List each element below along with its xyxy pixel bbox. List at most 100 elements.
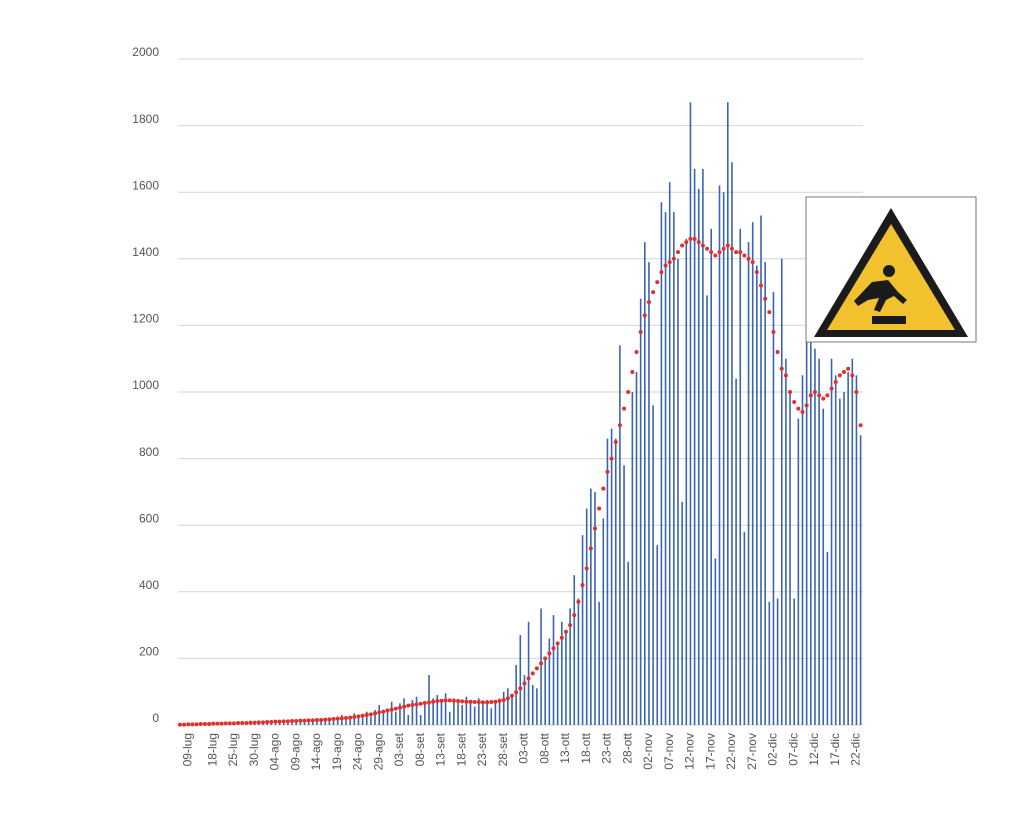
bar — [441, 702, 443, 725]
trend-dot — [224, 721, 228, 725]
trend-dot — [676, 250, 680, 254]
trend-dot — [647, 300, 651, 304]
x-tick-label: 30-lug — [247, 733, 261, 766]
trend-dot — [410, 703, 414, 707]
trend-dot — [817, 393, 821, 397]
bar — [627, 562, 629, 725]
y-tick-label: 200 — [139, 645, 159, 659]
x-tick-label: 28-set — [496, 732, 510, 766]
bar — [690, 102, 692, 725]
bar — [395, 712, 397, 725]
bar — [445, 693, 447, 725]
bar — [490, 708, 492, 725]
bar — [752, 222, 754, 725]
trend-dot — [203, 722, 207, 726]
trend-dot — [481, 700, 485, 704]
trend-dot — [435, 699, 439, 703]
bar — [495, 702, 497, 725]
x-tick-label: 08-ott — [537, 732, 551, 763]
trend-dot — [369, 712, 373, 716]
bar — [470, 702, 472, 725]
bar — [615, 439, 617, 725]
trend-dot — [771, 330, 775, 334]
trend-dot — [178, 723, 182, 727]
trend-dot — [402, 705, 406, 709]
y-tick-label: 1400 — [132, 245, 159, 259]
trend-dot — [605, 470, 609, 474]
trend-dot — [253, 721, 257, 725]
x-tick-label: 13-ott — [558, 732, 572, 763]
y-tick-label: 600 — [139, 511, 159, 525]
x-tick-label: 22-dic — [849, 733, 863, 766]
trend-dot — [552, 646, 556, 650]
bar — [607, 439, 609, 725]
trend-dot — [568, 623, 572, 627]
y-tick-label: 1600 — [132, 178, 159, 192]
trend-dot — [489, 700, 493, 704]
bar — [735, 379, 737, 725]
bar — [507, 688, 509, 725]
bar — [852, 359, 854, 725]
bar — [636, 372, 638, 725]
bar — [739, 229, 741, 725]
trend-dot — [448, 698, 452, 702]
trend-dot — [361, 714, 365, 718]
trend-dot — [581, 583, 585, 587]
trend-dot — [668, 260, 672, 264]
trend-dot — [340, 716, 344, 720]
trend-dot — [539, 661, 543, 665]
bar — [706, 295, 708, 725]
trend-dot — [614, 440, 618, 444]
bar — [540, 608, 542, 725]
trend-dot — [427, 700, 431, 704]
bar — [416, 697, 418, 725]
bar — [640, 299, 642, 725]
trend-dot — [240, 721, 244, 725]
trend-dot — [228, 721, 232, 725]
trend-dot — [323, 718, 327, 722]
x-tick-label: 28-ott — [620, 732, 634, 763]
trend-dot — [195, 722, 199, 726]
bar — [598, 602, 600, 725]
x-tick-label: 13-set — [434, 732, 448, 766]
bar — [661, 202, 663, 725]
bar — [814, 349, 816, 725]
bar — [731, 162, 733, 725]
trend-dot — [311, 718, 315, 722]
x-tick-label: 22-nov — [724, 733, 738, 770]
bar — [578, 598, 580, 725]
y-tick-label: 800 — [139, 445, 159, 459]
bar — [831, 359, 833, 725]
trend-dot — [493, 700, 497, 704]
trend-dot — [207, 722, 211, 726]
trend-dot — [726, 243, 730, 247]
trend-dot — [377, 710, 381, 714]
trend-dot — [705, 247, 709, 251]
bar — [652, 405, 654, 725]
trend-dot — [327, 717, 331, 721]
bar — [482, 703, 484, 725]
trend-dot — [651, 290, 655, 294]
trend-dot — [315, 718, 319, 722]
y-tick-label: 1200 — [132, 312, 159, 326]
trend-dot — [659, 270, 663, 274]
trend-dot — [332, 717, 336, 721]
trend-dot — [643, 313, 647, 317]
bar — [827, 552, 829, 725]
trend-dot — [522, 681, 526, 685]
trend-dot — [589, 547, 593, 551]
trend-dot — [850, 373, 854, 377]
x-tick-label: 18-set — [454, 732, 468, 766]
bar — [673, 212, 675, 725]
x-tick-label: 12-nov — [683, 733, 697, 770]
trend-dot — [199, 722, 203, 726]
trend-dot — [356, 714, 360, 718]
bar — [694, 169, 696, 725]
trend-dot — [419, 702, 423, 706]
trend-dot — [805, 403, 809, 407]
trend-dot — [344, 716, 348, 720]
bar — [777, 598, 779, 725]
trend-dot — [751, 260, 755, 264]
bar — [719, 186, 721, 725]
trend-dot — [543, 656, 547, 660]
